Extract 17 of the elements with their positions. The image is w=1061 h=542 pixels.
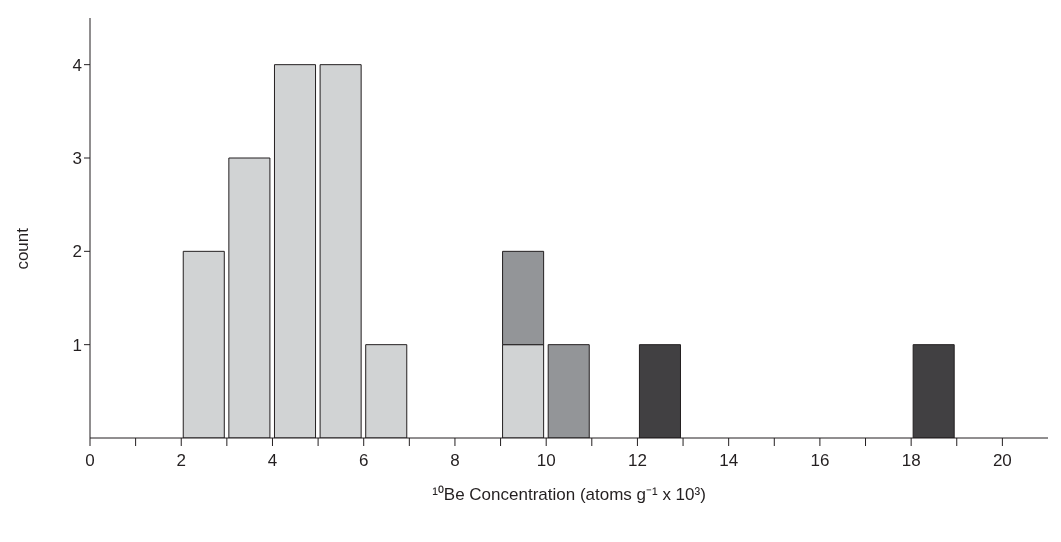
x-tick-label: 8 — [450, 451, 460, 470]
y-tick-label: 3 — [72, 149, 82, 169]
y-tick-label: 4 — [72, 55, 82, 75]
x-tick-label: 20 — [992, 451, 1012, 470]
y-tick-label: 2 — [72, 242, 82, 262]
x-tick-label: 12 — [627, 451, 647, 470]
y-tick-label: 1 — [72, 335, 82, 355]
x-tick-label: 16 — [810, 451, 830, 470]
x-tick-label: 14 — [719, 451, 739, 470]
x-tick-label: 2 — [176, 451, 186, 470]
x-axis-title: ¹⁰Be Concentration (atoms g⁻¹ x 10³) — [432, 485, 706, 504]
x-tick-label: 0 — [85, 451, 95, 470]
x-tick-label: 4 — [267, 451, 278, 470]
x-tick-label: 10 — [536, 451, 556, 470]
y-axis-title: count — [13, 227, 33, 270]
x-tick-label: 6 — [358, 451, 369, 470]
x-tick-label: 18 — [901, 451, 921, 470]
